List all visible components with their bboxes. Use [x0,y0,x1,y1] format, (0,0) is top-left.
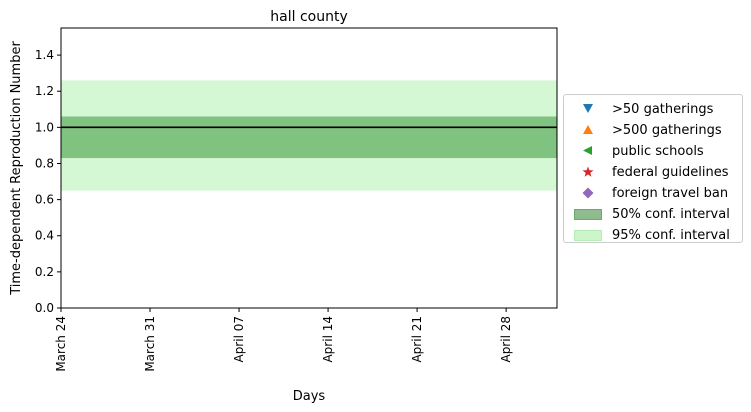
legend: >50 gatherings >500 gatherings public scho… [563,94,743,243]
plot-area-frame [60,27,558,309]
x-tick-label: April 28 [499,316,513,363]
y-tick-label: 0.0 [35,301,54,315]
legend-item: foreign travel ban [570,183,728,203]
diamond-icon [570,183,606,203]
legend-item: >500 gatherings [570,120,722,140]
y-tick-label: 1.0 [35,120,54,134]
legend-label: federal guidelines [612,164,729,180]
triangle-up-icon [570,120,606,140]
legend-item: 50% conf. interval [570,204,730,224]
legend-label: 95% conf. interval [612,227,730,243]
legend-patch-fill [574,208,602,220]
y-tick-label: 0.4 [35,229,54,243]
legend-label: >50 gatherings [612,101,714,117]
legend-item: federal guidelines [570,162,728,182]
y-tick-label: 0.8 [35,156,54,170]
chart-title: hall county [270,9,347,25]
y-tick-label: 0.6 [35,193,54,207]
triangle-left-icon [570,141,606,161]
star-icon [570,162,606,182]
x-tick-label: April 14 [321,316,335,363]
x-tick-label: April 21 [410,316,424,363]
triangle-down-icon [570,99,606,119]
x-axis-label: Days [293,389,326,404]
legend-patch [570,225,606,245]
legend-label: 50% conf. interval [612,206,730,222]
legend-label: public schools [612,143,704,159]
legend-item: 95% conf. interval [570,225,730,245]
y-tick-label: 0.2 [35,265,54,279]
legend-label: >500 gatherings [612,122,722,138]
x-tick-label: March 24 [54,316,68,372]
legend-patch-fill [574,229,602,241]
legend-item: >50 gatherings [570,99,713,119]
y-tick-label: 1.4 [35,48,54,62]
legend-label: foreign travel ban [612,185,729,201]
y-axis-label: Time-dependent Reproduction Number [9,41,24,296]
legend-item: public schools [570,141,704,161]
x-tick-label: April 07 [232,316,246,363]
y-tick-label: 1.2 [35,84,54,98]
x-tick-label: March 31 [143,316,157,372]
legend-patch [570,204,606,224]
band-50-conf-interval [61,116,557,159]
